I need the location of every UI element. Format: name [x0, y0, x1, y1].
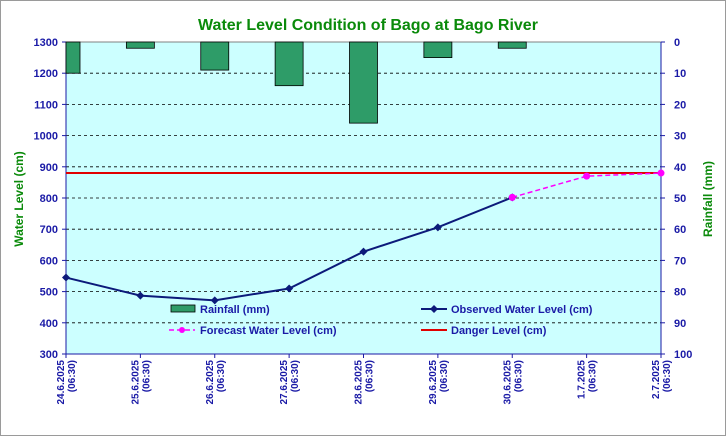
rainfall-bar: [274, 41, 304, 87]
y2-tick-label: 50: [674, 193, 686, 205]
x-tick-label-time: (06:30): [216, 360, 227, 392]
y-tick-label: 1200: [34, 68, 58, 80]
x-tick-label-time: (06:30): [513, 360, 524, 392]
x-tick-label-date: 30.6.2025: [502, 360, 513, 405]
forecast-point: [508, 193, 516, 201]
y2-tick-label: 0: [674, 37, 680, 49]
x-tick-label-date: 25.6.2025: [130, 360, 141, 405]
y-tick-label: 900: [40, 162, 58, 174]
rainfall-bar: [125, 41, 155, 49]
y-tick-label: 300: [40, 349, 58, 361]
y2-tick-label: 20: [674, 99, 686, 111]
chart-title: Water Level Condition of Bago at Bago Ri…: [198, 17, 538, 34]
x-tick-label-date: 24.6.2025: [56, 360, 67, 405]
y2-tick-label: 100: [674, 349, 692, 361]
y-tick-label: 1000: [34, 131, 58, 143]
x-tick-label-date: 2.7.2025: [651, 360, 662, 399]
rainfall-bar: [497, 41, 527, 49]
x-tick-label-time: (06:30): [588, 360, 599, 392]
y2-axis-title: Rainfall (mm): [701, 161, 715, 237]
x-tick-label-time: (06:30): [662, 360, 673, 392]
legend-label-danger: Danger Level (cm): [451, 325, 547, 337]
x-tick-label-date: 1.7.2025: [577, 360, 588, 399]
y-tick-label: 1300: [34, 37, 58, 49]
y2-tick-label: 70: [674, 255, 686, 267]
x-tick-label-time: (06:30): [67, 360, 78, 392]
y2-tick-label: 40: [674, 162, 686, 174]
y-tick-label: 1100: [34, 99, 58, 111]
x-tick-label-time: (06:30): [365, 360, 376, 392]
observed-point: [136, 291, 145, 300]
y2-tick-label: 30: [674, 131, 686, 143]
observed-point: [210, 296, 219, 305]
y-tick-label: 400: [40, 318, 58, 330]
x-tick-label-time: (06:30): [141, 360, 152, 392]
observed-point: [62, 273, 70, 282]
y2-tick-label: 80: [674, 287, 686, 299]
observed-point: [359, 247, 368, 256]
legend-swatch-rainfall: [170, 304, 196, 313]
legend-label-rainfall: Rainfall (mm): [200, 304, 270, 316]
y-axis-title: Water Level (cm): [12, 151, 26, 247]
legend-label-observed: Observed Water Level (cm): [451, 304, 593, 316]
x-tick-label-time: (06:30): [290, 360, 301, 392]
y2-tick-label: 60: [674, 224, 686, 236]
x-tick-label-date: 29.6.2025: [428, 360, 439, 405]
legend-marker-observed: [430, 305, 438, 313]
x-tick-label-date: 28.6.2025: [354, 360, 365, 405]
rainfall-bar: [349, 41, 378, 124]
observed-point: [433, 223, 442, 232]
y-tick-label: 700: [40, 224, 58, 236]
x-tick-label-date: 26.6.2025: [205, 360, 216, 405]
legend-label-forecast: Forecast Water Level (cm): [200, 325, 337, 337]
y-tick-label: 800: [40, 193, 58, 205]
y2-tick-label: 90: [674, 318, 686, 330]
rainfall-bar: [423, 41, 453, 59]
x-tick-label-time: (06:30): [439, 360, 450, 392]
y-tick-label: 600: [40, 255, 58, 267]
rainfall-bar: [65, 41, 81, 74]
forecast-point: [657, 169, 665, 177]
y-tick-label: 500: [40, 287, 58, 299]
legend-marker-forecast: [179, 327, 185, 333]
forecast-line: [512, 172, 662, 199]
rainfall-bar: [200, 41, 230, 71]
x-tick-label-date: 27.6.2025: [279, 360, 290, 405]
forecast-point: [583, 172, 591, 180]
observed-point: [285, 284, 294, 293]
y2-tick-label: 10: [674, 68, 686, 80]
